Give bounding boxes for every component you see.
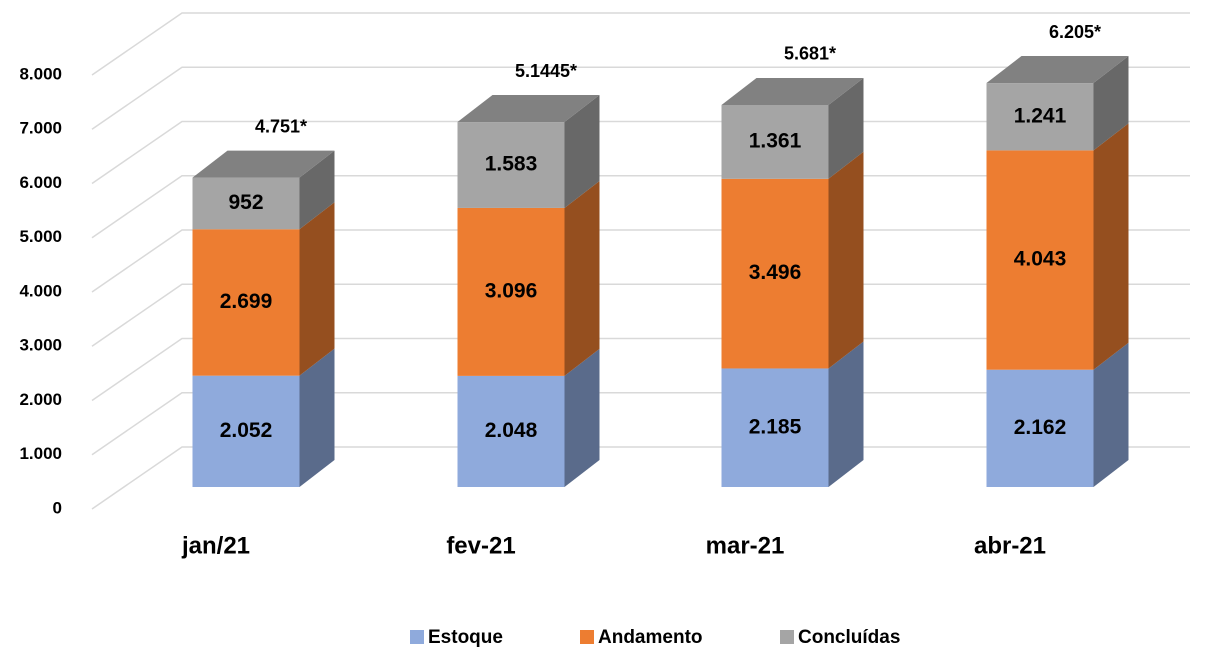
legend-label: Concluídas	[798, 627, 900, 648]
bar	[986, 83, 1094, 151]
bar-side	[299, 150, 335, 230]
bar-side	[564, 348, 600, 487]
bar	[986, 369, 1094, 487]
y-tick-label: 4.000	[19, 281, 62, 300]
bar	[457, 122, 565, 208]
bar	[192, 375, 300, 487]
y-tick-label: 8.000	[19, 64, 62, 83]
bar	[457, 375, 565, 487]
y-tick-label: 2.000	[19, 390, 62, 409]
x-tick-label: mar-21	[706, 532, 785, 559]
value-label: 2.052	[220, 419, 273, 442]
bar-top	[192, 150, 335, 178]
value-label: 1.241	[1014, 104, 1067, 127]
bar-side	[1093, 123, 1129, 370]
value-label: 1.583	[485, 153, 538, 176]
value-label: 2.185	[749, 415, 802, 438]
value-label: 2.699	[220, 290, 273, 313]
bar	[457, 207, 565, 376]
x-tick-label: abr-21	[974, 532, 1046, 559]
bar-side	[1093, 342, 1129, 487]
bar-side	[564, 95, 600, 208]
bar-side	[564, 180, 600, 376]
annotation: 6.205*	[1049, 22, 1101, 42]
bar-top	[721, 77, 864, 105]
legend-label: Andamento	[598, 627, 703, 648]
bar-side	[1093, 56, 1129, 151]
value-label: 1.361	[749, 129, 802, 152]
x-tick-label: fev-21	[446, 532, 515, 559]
bar-side	[828, 341, 864, 487]
y-tick-label: 6.000	[19, 173, 62, 192]
bar	[721, 368, 829, 487]
bar-side	[299, 348, 335, 487]
value-label: 3.096	[485, 279, 538, 302]
bar-top	[457, 95, 600, 123]
bar-side	[299, 202, 335, 376]
y-tick-label: 5.000	[19, 227, 62, 246]
bar-side	[828, 151, 864, 369]
bar	[192, 229, 300, 376]
legend-label: Estoque	[428, 627, 503, 648]
value-label: 952	[228, 191, 263, 214]
grid-line	[91, 12, 1190, 76]
value-label: 2.162	[1014, 416, 1067, 439]
x-tick-label: jan/21	[181, 532, 250, 559]
annotation: 5.681*	[784, 44, 836, 64]
bar	[721, 178, 829, 369]
annotation: 5.1445*	[515, 61, 577, 81]
y-tick-label: 0	[53, 498, 62, 517]
value-label: 3.496	[749, 261, 802, 284]
legend-swatch	[780, 630, 794, 644]
bar-side	[828, 77, 864, 179]
value-label: 4.043	[1014, 248, 1067, 271]
bar-top	[986, 56, 1129, 84]
value-label: 2.048	[485, 419, 538, 442]
bar	[986, 150, 1094, 370]
bar	[192, 177, 300, 230]
y-tick-label: 1.000	[19, 444, 62, 463]
y-tick-label: 7.000	[19, 119, 62, 138]
legend-swatch	[410, 630, 424, 644]
bar	[721, 104, 829, 179]
y-tick-label: 3.000	[19, 336, 62, 355]
grid-line	[91, 66, 1190, 130]
annotation: 4.751*	[255, 116, 307, 136]
legend-swatch	[580, 630, 594, 644]
